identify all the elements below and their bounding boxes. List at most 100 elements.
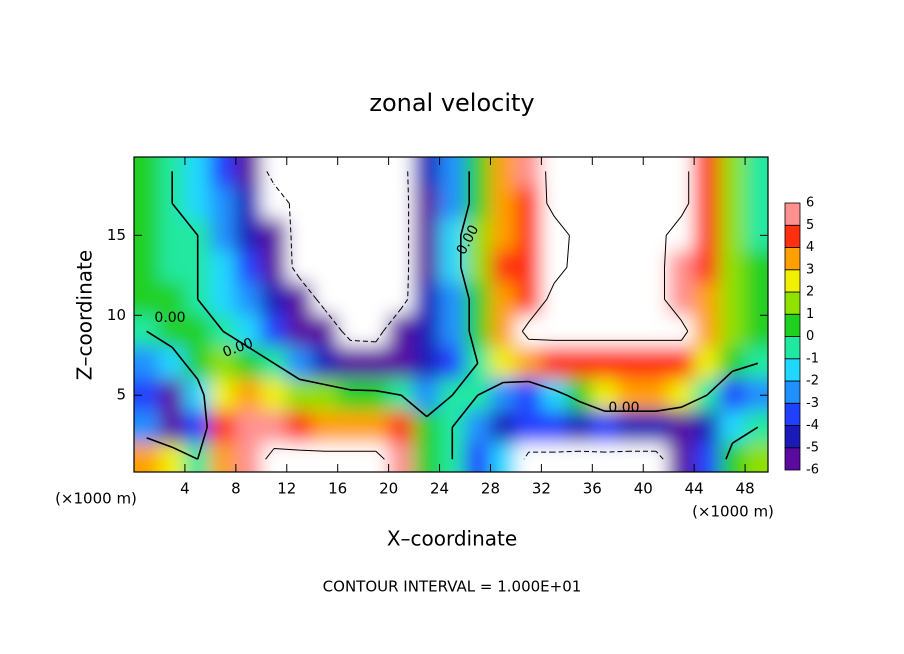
field-cell xyxy=(388,442,415,472)
field-cell xyxy=(744,314,768,348)
field-cell xyxy=(489,250,517,284)
field-cell xyxy=(134,186,160,220)
field-cell xyxy=(362,378,390,412)
field-cell xyxy=(617,442,644,472)
field-cell xyxy=(693,442,721,472)
field-cell xyxy=(540,282,568,316)
field-cell xyxy=(184,346,211,380)
field-cell xyxy=(668,282,695,316)
field-cell xyxy=(413,282,441,316)
field-cell xyxy=(566,218,593,252)
field-cell xyxy=(540,442,568,472)
field-cell xyxy=(515,218,542,252)
x-tick-label: 44 xyxy=(685,480,704,498)
field-cell xyxy=(311,157,339,188)
field-cell xyxy=(337,314,364,348)
field-cell xyxy=(286,186,313,220)
x-tick-label: 36 xyxy=(583,480,602,498)
field-cell xyxy=(668,157,695,188)
field-cell xyxy=(311,218,339,252)
colorbar-label: -6 xyxy=(806,463,819,478)
field-cell xyxy=(693,186,721,220)
field-cell xyxy=(388,282,415,316)
field-cell xyxy=(209,410,237,444)
field-cell xyxy=(311,314,339,348)
field-cell xyxy=(566,157,593,188)
field-cell xyxy=(260,186,288,220)
field-cell xyxy=(617,346,644,380)
field-cell xyxy=(337,157,364,188)
field-cell xyxy=(209,157,237,188)
field-cell xyxy=(464,218,491,252)
field-cell xyxy=(489,410,517,444)
x-tick-label: 28 xyxy=(481,480,500,498)
field-cell xyxy=(642,378,670,412)
field-cell xyxy=(184,378,211,412)
field-cell xyxy=(235,218,262,252)
field-cell xyxy=(311,378,339,412)
field-cell xyxy=(388,314,415,348)
field-cell xyxy=(744,378,768,412)
field-cell xyxy=(540,314,568,348)
field-cell xyxy=(311,410,339,444)
field-cell xyxy=(693,314,721,348)
field-cell xyxy=(362,314,390,348)
field-cell xyxy=(184,186,211,220)
y-axis-label: Z–coordinate xyxy=(73,250,97,380)
field-cell xyxy=(209,442,237,472)
field-cell xyxy=(158,442,186,472)
field-cell xyxy=(286,250,313,284)
field-cell xyxy=(286,410,313,444)
field-cell xyxy=(439,282,466,316)
field-cell xyxy=(337,410,364,444)
contour-line xyxy=(146,171,759,460)
field-cell xyxy=(235,410,262,444)
field-cell xyxy=(134,282,160,316)
field-cell xyxy=(209,250,237,284)
field-cell xyxy=(744,157,768,188)
field-cell xyxy=(642,410,670,444)
field-cell xyxy=(642,157,670,188)
colorbar-label: 4 xyxy=(806,240,814,255)
field-cell xyxy=(693,410,721,444)
x-unit-label: (×1000 m) xyxy=(55,490,137,508)
field-cell xyxy=(286,346,313,380)
field-cell xyxy=(540,378,568,412)
field-cell xyxy=(566,378,593,412)
field-cell xyxy=(744,186,768,220)
field-cell xyxy=(184,442,211,472)
field-cell xyxy=(591,250,619,284)
colorbar-label: 2 xyxy=(806,285,814,300)
field-cell xyxy=(744,442,768,472)
field-cell xyxy=(235,442,262,472)
field-cell xyxy=(413,442,441,472)
field-cell xyxy=(719,282,746,316)
field-cell xyxy=(134,346,160,380)
field-cell xyxy=(515,250,542,284)
field-cell xyxy=(566,346,593,380)
chart-title: zonal velocity xyxy=(369,89,534,117)
field-cell xyxy=(642,346,670,380)
field-cell xyxy=(591,346,619,380)
field-cell xyxy=(464,250,491,284)
field-cell xyxy=(591,157,619,188)
field-cell xyxy=(744,250,768,284)
colorbar-swatch xyxy=(784,336,801,360)
field-cell xyxy=(642,442,670,472)
field-cell xyxy=(719,218,746,252)
contour-label: 0.00 xyxy=(154,310,185,326)
field-cell xyxy=(439,157,466,188)
field-cell xyxy=(668,378,695,412)
field-cell xyxy=(591,314,619,348)
plot-frame xyxy=(133,156,769,473)
field-cell xyxy=(311,282,339,316)
colorbar-label: 5 xyxy=(806,218,814,233)
colorbar-swatch xyxy=(784,358,801,382)
field-cell xyxy=(617,378,644,412)
field-cell xyxy=(719,314,746,348)
contours: 0.000.000.000.00 xyxy=(146,171,759,460)
field-cell xyxy=(286,218,313,252)
field-cell xyxy=(260,314,288,348)
field-cell xyxy=(642,314,670,348)
field-cell xyxy=(515,442,542,472)
